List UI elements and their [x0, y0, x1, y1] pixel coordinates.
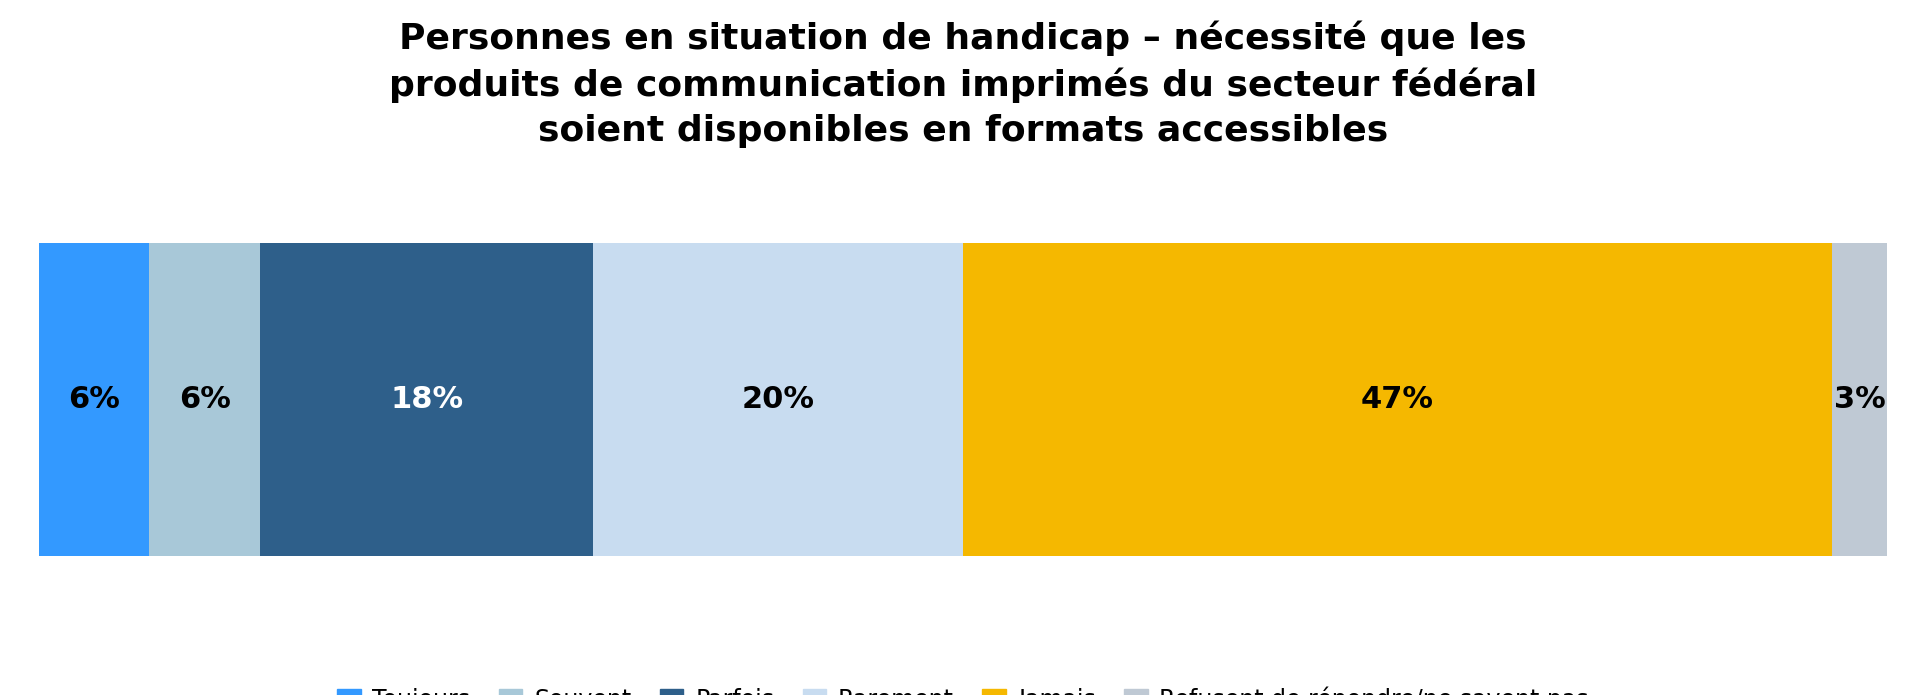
Bar: [39, 243, 150, 556]
Bar: [1832, 243, 1887, 556]
Text: 6%: 6%: [179, 385, 231, 414]
Text: 6%: 6%: [67, 385, 119, 414]
Text: 18%: 18%: [391, 385, 464, 414]
Text: 3%: 3%: [1834, 385, 1886, 414]
Text: Personnes en situation de handicap – nécessité que les
produits de communication: Personnes en situation de handicap – néc…: [389, 21, 1537, 148]
Legend: Toujours, Souvent, Parfois, Rarement, Jamais, Refusent de répondre/ne savent pas: Toujours, Souvent, Parfois, Rarement, Ja…: [327, 677, 1599, 695]
Text: 20%: 20%: [742, 385, 815, 414]
Text: 47%: 47%: [1362, 385, 1435, 414]
Bar: [150, 243, 260, 556]
Bar: [593, 243, 963, 556]
Bar: [963, 243, 1832, 556]
Bar: [260, 243, 593, 556]
